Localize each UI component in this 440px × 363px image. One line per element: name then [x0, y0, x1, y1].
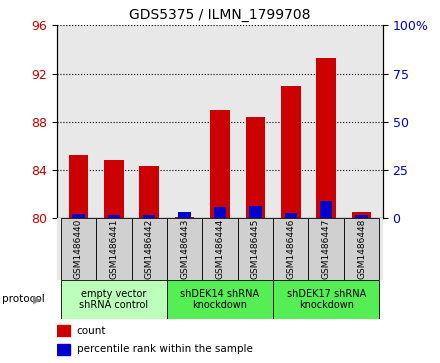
Text: shDEK17 shRNA
knockdown: shDEK17 shRNA knockdown — [286, 289, 366, 310]
Bar — [108, 215, 120, 218]
Text: ▶: ▶ — [33, 294, 41, 305]
Text: empty vector
shRNA control: empty vector shRNA control — [79, 289, 148, 310]
Text: percentile rank within the sample: percentile rank within the sample — [77, 344, 253, 354]
Bar — [61, 280, 167, 319]
Bar — [352, 212, 371, 218]
Bar — [344, 218, 379, 280]
Bar — [202, 218, 238, 280]
Bar — [143, 215, 155, 218]
Text: GSM1486446: GSM1486446 — [286, 219, 295, 279]
Text: GSM1486444: GSM1486444 — [216, 219, 224, 279]
Bar — [104, 160, 124, 218]
Text: GSM1486448: GSM1486448 — [357, 219, 366, 279]
Bar — [249, 206, 262, 218]
Text: GSM1486441: GSM1486441 — [109, 219, 118, 279]
Bar — [273, 280, 379, 319]
Bar — [167, 218, 202, 280]
Bar — [308, 218, 344, 280]
Title: GDS5375 / ILMN_1799708: GDS5375 / ILMN_1799708 — [129, 8, 311, 22]
Bar — [246, 117, 265, 218]
Bar — [281, 86, 301, 218]
Bar — [356, 216, 368, 218]
Text: GSM1486442: GSM1486442 — [145, 219, 154, 279]
Bar — [96, 218, 132, 280]
Bar — [61, 218, 96, 280]
Bar — [210, 110, 230, 218]
Text: shDEK14 shRNA
knockdown: shDEK14 shRNA knockdown — [180, 289, 260, 310]
Text: GSM1486440: GSM1486440 — [74, 219, 83, 279]
Text: count: count — [77, 326, 106, 336]
Bar — [238, 218, 273, 280]
Bar — [57, 344, 70, 355]
Bar — [69, 155, 88, 218]
Bar — [316, 58, 336, 218]
Bar — [273, 218, 308, 280]
Bar — [285, 213, 297, 218]
Bar — [320, 201, 332, 218]
Bar — [178, 212, 191, 218]
Bar — [175, 217, 194, 218]
Bar — [57, 325, 70, 336]
Bar — [132, 218, 167, 280]
Bar — [214, 207, 226, 218]
Text: GSM1486443: GSM1486443 — [180, 219, 189, 279]
Text: GSM1486447: GSM1486447 — [322, 219, 331, 279]
Text: protocol: protocol — [2, 294, 45, 305]
Bar — [167, 280, 273, 319]
Bar — [72, 214, 84, 218]
Bar — [139, 166, 159, 218]
Text: GSM1486445: GSM1486445 — [251, 219, 260, 279]
